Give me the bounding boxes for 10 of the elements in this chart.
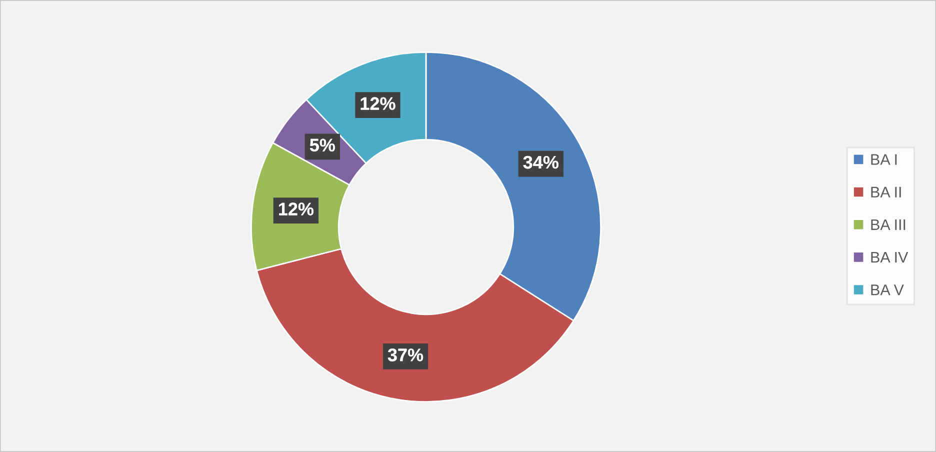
legend-label: BA II bbox=[871, 186, 901, 198]
data-label: 37% bbox=[388, 348, 426, 364]
legend-label: BA III bbox=[871, 219, 906, 230]
legend-label: BA V bbox=[871, 284, 904, 296]
data-label: 5% bbox=[310, 138, 338, 154]
data-label: 12% bbox=[279, 202, 316, 218]
legend-label: BA I bbox=[871, 154, 897, 165]
legend-label: BA IV bbox=[871, 252, 908, 263]
data-label: 12% bbox=[360, 97, 398, 113]
data-label: 34% bbox=[523, 156, 562, 172]
